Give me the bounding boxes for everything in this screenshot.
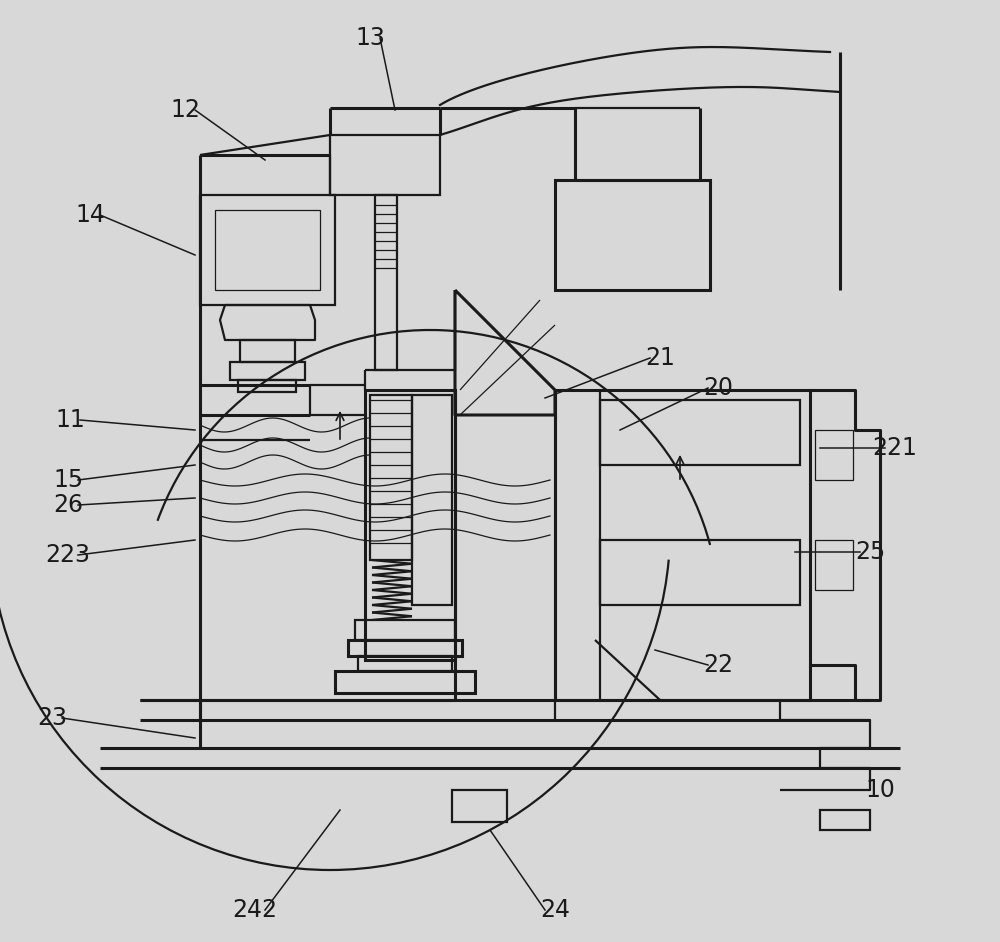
Bar (412, 395, 452, 605)
Text: 14: 14 (75, 203, 105, 227)
Text: 23: 23 (37, 706, 67, 730)
Text: 15: 15 (53, 468, 83, 492)
Bar (240, 340, 295, 362)
Bar (335, 671, 475, 693)
Text: 223: 223 (46, 543, 90, 567)
Bar (452, 790, 507, 822)
Text: 20: 20 (703, 376, 733, 400)
Text: 26: 26 (53, 493, 83, 517)
Text: 24: 24 (540, 898, 570, 922)
Bar (375, 195, 397, 370)
Bar (238, 380, 296, 392)
Bar (815, 540, 853, 590)
Text: 22: 22 (703, 653, 733, 677)
Bar (355, 620, 455, 640)
Bar (330, 135, 440, 195)
Bar (555, 180, 710, 290)
Bar (370, 395, 412, 560)
Text: 242: 242 (232, 898, 278, 922)
Text: 21: 21 (645, 346, 675, 370)
Text: 11: 11 (55, 408, 85, 432)
Bar (230, 362, 305, 380)
Bar (348, 640, 462, 656)
Bar (215, 210, 320, 290)
Text: 10: 10 (865, 778, 895, 802)
Text: 25: 25 (855, 540, 885, 564)
Text: 12: 12 (170, 98, 200, 122)
Bar (555, 390, 810, 700)
Bar (815, 430, 853, 480)
Bar (820, 810, 870, 830)
Bar (200, 195, 335, 305)
Text: 221: 221 (873, 436, 917, 460)
Bar (358, 656, 452, 671)
Bar (365, 390, 455, 660)
Text: 13: 13 (355, 26, 385, 50)
Bar (600, 540, 800, 605)
Bar (600, 400, 800, 465)
